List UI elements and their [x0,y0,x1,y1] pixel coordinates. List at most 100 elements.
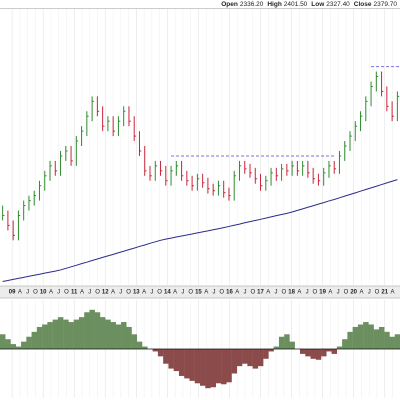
oscillator-bar [352,326,359,349]
oscillator-bar [142,346,148,349]
x-tick-label: 16 [226,290,233,296]
x-tick-label: A [266,290,270,296]
price-panel [2,66,400,283]
oscillator-bar [0,334,6,349]
x-tick-label: A [173,290,177,296]
oscillator-bar [278,336,285,349]
x-tick-label: A [391,290,395,296]
oscillator-bar [189,349,195,381]
oscillator-bar [357,324,364,349]
oscillator-bar [184,349,190,379]
oscillator-bar [257,349,264,367]
x-tick-label: O [375,290,380,296]
oscillator-bar [284,334,290,349]
x-tick-label: J [57,290,60,296]
oscillator-bar [247,349,253,367]
x-tick-label: 15 [195,290,202,296]
x-tick-label: J [181,290,184,296]
oscillator-bar [121,322,127,349]
oscillator-bar [105,319,111,349]
x-tick-label: A [18,290,22,296]
moving-average [2,179,398,283]
x-tick-label: 12 [102,290,109,296]
oscillator-bar [342,339,348,349]
oscillator-bar [52,319,59,349]
oscillator-bar [210,349,216,388]
oscillator-bar [347,331,353,349]
oscillator-bar [84,312,90,349]
oscillator-bar [378,326,385,349]
x-tick-label: J [26,290,29,296]
header-value: 2327.40 [326,1,350,8]
oscillator-bar [273,346,280,349]
oscillator-bar [152,349,159,352]
x-tick-label: A [204,290,208,296]
header-value: 2336.20 [240,1,264,8]
oscillator-bar [131,334,138,349]
oscillator-bar [394,334,400,349]
oscillator-bar [221,349,227,385]
oscillator-bar [300,349,306,354]
x-tick-label: A [49,290,53,296]
x-tick-label: O [282,290,287,296]
x-tick-label: A [297,290,301,296]
header-label: Low [311,1,325,8]
oscillator-bar [310,349,316,359]
x-tick-label: J [275,290,278,296]
oscillator-bar [42,324,48,349]
x-tick-label: A [235,290,239,296]
x-tick-label: O [126,290,131,296]
oscillator-bar [368,324,374,349]
oscillator-bar [173,349,180,372]
oscillator [0,309,400,389]
x-tick-label: 09 [9,290,16,296]
oscillator-bar [231,349,238,374]
oscillator-bar [389,336,395,349]
x-tick-label: J [119,290,122,296]
x-tick-label: O [219,290,224,296]
x-tick-label: J [212,290,215,296]
x-tick-label: J [88,290,91,296]
oscillator-bar [36,326,43,349]
oscillator-bar [242,349,248,364]
x-tick-label: J [368,290,371,296]
header-label: High [267,1,281,8]
header-value: 2401.50 [284,1,308,8]
oscillator-bar [336,346,343,349]
oscillator-bar [126,326,132,349]
oscillator-bar [10,344,16,349]
oscillator-bar [252,349,259,369]
oscillator-bar [373,329,380,349]
oscillator-bar [205,349,211,389]
oscillator-bar [5,339,11,349]
oscillator-bar [100,317,106,349]
x-tick-label: A [328,290,332,296]
oscillator-bar [168,349,174,369]
x-tick-label: J [337,290,340,296]
x-tick-label: J [150,290,153,296]
x-tick-label: O [95,290,100,296]
oscillator-bar [321,349,327,357]
oscillator-bar [21,341,27,349]
oscillator-bar [226,349,232,383]
oscillator-bar [47,322,53,349]
oscillator-bar [57,317,64,349]
x-tick-label: 14 [164,290,171,296]
oscillator-bar [194,349,201,384]
x-tick-label: O [64,290,69,296]
oscillator-bar [305,349,311,357]
oscillator-bar [384,331,390,349]
x-tick-label: O [188,290,193,296]
x-tick-label: 18 [288,290,295,296]
oscillator-bar [331,349,338,354]
oscillator-bar [110,322,116,349]
oscillator-bar [315,349,322,360]
x-tick-label: A [80,290,84,296]
oscillator-bar [115,324,122,349]
oscillator-bar [31,331,38,349]
oscillator-bar [78,317,85,349]
oscillator-bar [289,341,295,349]
x-tick-label: O [33,290,38,296]
x-tick-label: O [157,290,162,296]
